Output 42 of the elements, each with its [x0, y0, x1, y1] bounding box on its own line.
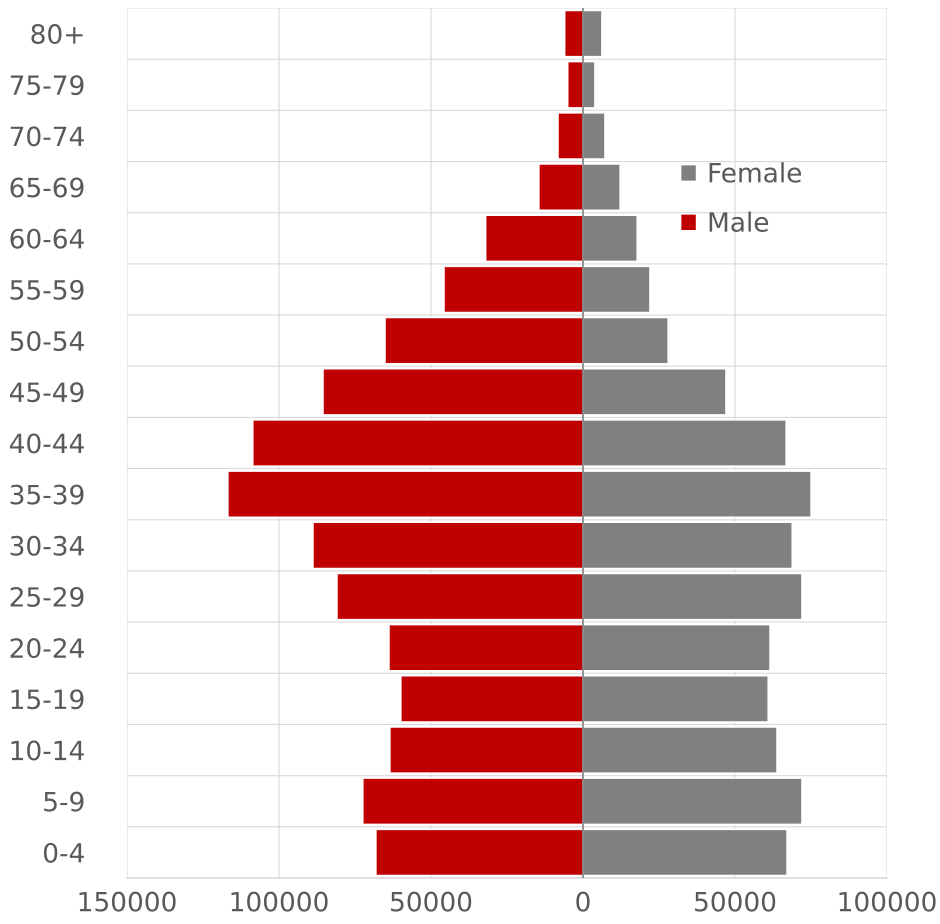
- y-tick-label: 40-44: [10, 433, 84, 454]
- y-tick-label: 45-49: [10, 382, 84, 402]
- y-tick-label: 20-24: [10, 638, 84, 658]
- bar: [564, 10, 584, 58]
- y-tick-label: 55-59: [10, 280, 84, 300]
- bar: [312, 522, 584, 570]
- bar: [400, 675, 584, 723]
- bar: [389, 726, 584, 774]
- x-tick-label: 100000: [232, 892, 328, 912]
- bar: [375, 828, 584, 876]
- y-tick-label: 5-9: [44, 792, 84, 812]
- bar: [227, 470, 584, 518]
- y-tick-label: 70-74: [10, 126, 84, 146]
- y-tick-label: 50-54: [10, 331, 84, 352]
- bar: [443, 266, 584, 314]
- y-tick-label: 15-19: [12, 689, 84, 710]
- bar: [485, 214, 584, 262]
- x-tick-label: 50000: [695, 892, 776, 912]
- legend-label: Male: [710, 212, 768, 232]
- bar: [362, 778, 584, 825]
- y-tick-label: 25-29: [10, 586, 84, 607]
- y-tick-label: 80+: [31, 24, 83, 44]
- x-tick-label: 100000: [840, 892, 936, 912]
- x-tick-label: 150000: [80, 892, 176, 912]
- bar: [322, 368, 584, 416]
- bar: [557, 112, 584, 160]
- bar: [388, 624, 584, 672]
- bar: [252, 419, 584, 467]
- y-tick-label: 10-14: [12, 740, 84, 760]
- x-tick-label: 50000: [391, 892, 472, 912]
- y-tick-label: 0-4: [44, 842, 84, 863]
- legend-label: Female: [710, 162, 802, 183]
- y-tick-label: 30-34: [10, 536, 84, 556]
- bar: [567, 61, 584, 108]
- y-tick-label: 75-79: [10, 75, 84, 96]
- x-tick-label: 0: [576, 892, 590, 912]
- y-tick-label: 65-69: [10, 178, 84, 198]
- bar: [538, 163, 584, 211]
- bar: [336, 572, 584, 620]
- y-tick-label: 60-64: [10, 228, 84, 249]
- y-tick-label: 35-39: [10, 484, 84, 505]
- bar: [384, 316, 584, 364]
